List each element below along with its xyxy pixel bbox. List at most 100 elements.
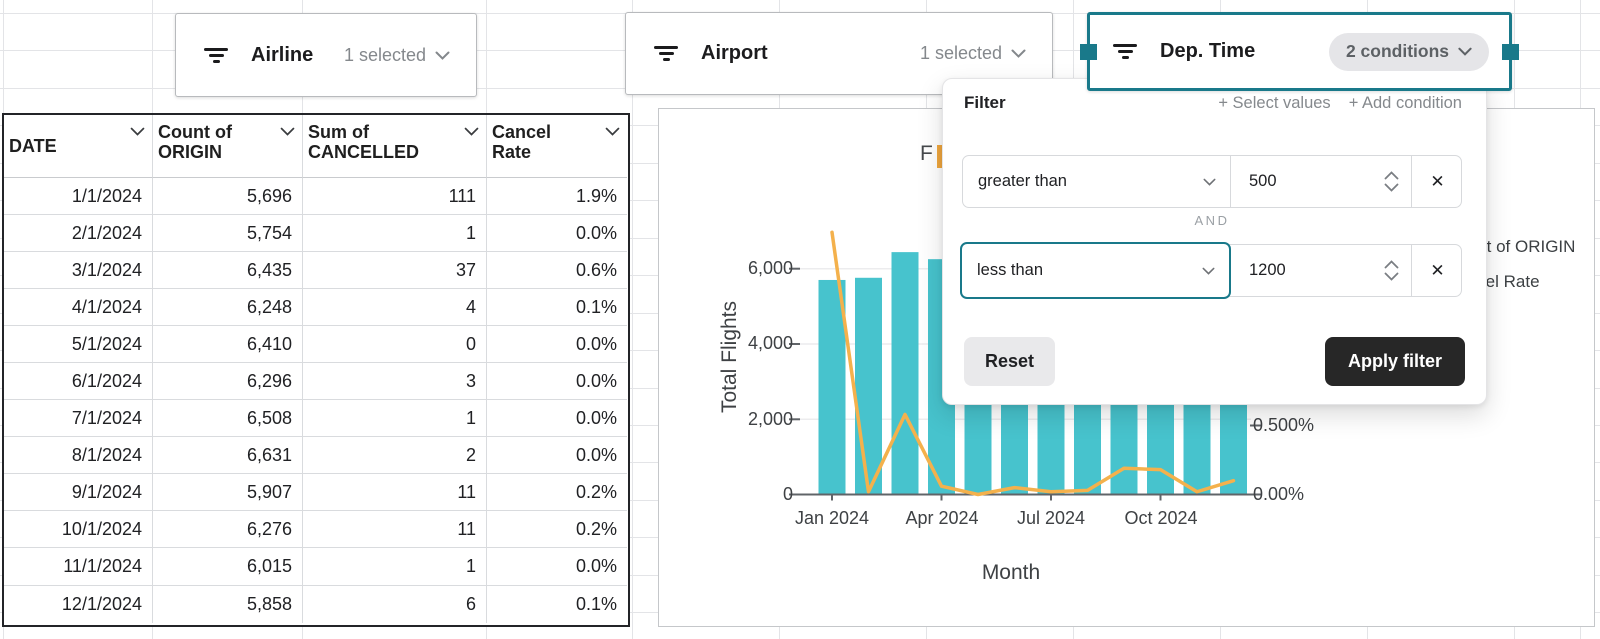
table-cell[interactable]: 0.0%: [487, 437, 627, 475]
table-cell[interactable]: 4/1/2024: [4, 289, 153, 327]
conditions-pill-dropdown[interactable]: 2 conditions: [1328, 32, 1489, 71]
slicer-label: Airport: [701, 42, 768, 64]
table-cell[interactable]: 0: [303, 326, 487, 364]
stepper-down-icon[interactable]: [1384, 183, 1399, 192]
bar-total-flights[interactable]: [855, 277, 882, 495]
add-condition-link[interactable]: + Add condition: [1348, 94, 1462, 112]
table-cell[interactable]: 1.9%: [487, 178, 627, 216]
slicer-chip-dep-time[interactable]: Dep. Time 2 conditions: [1080, 12, 1519, 91]
table-cell[interactable]: 11: [303, 474, 487, 512]
table-cell[interactable]: 0.0%: [487, 326, 627, 364]
apply-filter-button[interactable]: Apply filter: [1324, 337, 1465, 386]
table-cell[interactable]: 0.2%: [487, 511, 627, 549]
y-tick-label: 2,000: [747, 409, 793, 429]
table-cell[interactable]: 5,754: [153, 215, 303, 253]
condition-value-input[interactable]: 1200: [1231, 245, 1412, 296]
chevron-down-icon: [1011, 49, 1026, 58]
filter-popup: Filter + Select values + Add condition g…: [942, 78, 1487, 405]
y-tick-label: 0: [782, 484, 793, 504]
condition-value-input[interactable]: 500: [1231, 156, 1412, 207]
table-cell[interactable]: 1: [303, 215, 487, 253]
slicer-status-dropdown[interactable]: 1 selected: [344, 45, 450, 66]
condition-value: 1200: [1249, 261, 1286, 279]
table-cell[interactable]: 1: [303, 400, 487, 438]
table-cell[interactable]: 0.0%: [487, 548, 627, 586]
table-cell[interactable]: 6,631: [153, 437, 303, 475]
bar-total-flights[interactable]: [891, 252, 919, 495]
table-cell[interactable]: 6,410: [153, 326, 303, 364]
table-cell[interactable]: 0.1%: [575, 593, 617, 614]
column-header[interactable]: Count of ORIGIN: [153, 115, 303, 178]
slicer-status-dropdown[interactable]: 1 selected: [920, 43, 1026, 64]
remove-condition-button[interactable]: ✕: [1430, 171, 1445, 191]
stepper-up-icon[interactable]: [1384, 260, 1399, 269]
select-values-link[interactable]: + Select values: [1218, 94, 1331, 112]
y-tick-label: 4,000: [747, 333, 793, 353]
column-dropdown-icon[interactable]: [280, 127, 295, 136]
pivot-table: DATE Count of ORIGIN Sum of CANCELLED Cance…: [2, 113, 630, 627]
table-cell[interactable]: 0.0%: [487, 363, 627, 401]
conjunction-label: AND: [1194, 213, 1230, 228]
slicer-chip-airline[interactable]: Airline 1 selected: [175, 13, 477, 97]
number-stepper[interactable]: [1384, 171, 1399, 192]
column-dropdown-icon[interactable]: [605, 127, 620, 136]
bar-total-flights[interactable]: [818, 279, 846, 495]
table-cell[interactable]: 11: [303, 511, 487, 549]
column-header[interactable]: DATE: [4, 115, 153, 178]
selection-handle-left[interactable]: [1080, 44, 1097, 60]
conditions-pill-text: 2 conditions: [1345, 41, 1449, 61]
table-cell[interactable]: 5,907: [153, 474, 303, 512]
condition-value: 500: [1249, 172, 1277, 190]
table-cell[interactable]: 37: [303, 252, 487, 290]
table-cell[interactable]: 0.1%: [487, 289, 627, 327]
operator-select-focused[interactable]: less than: [960, 242, 1231, 299]
condition-row-2: less than 1200 ✕: [960, 242, 1462, 299]
operator-select[interactable]: greater than: [963, 156, 1231, 207]
table-cell[interactable]: 6,015: [153, 548, 303, 586]
stepper-up-icon[interactable]: [1384, 171, 1399, 180]
table-cell[interactable]: 6: [303, 585, 487, 623]
table-cell[interactable]: 2: [303, 437, 487, 475]
table-cell[interactable]: 7/1/2024: [4, 400, 153, 438]
table-cell[interactable]: 0.6%: [487, 252, 627, 290]
table-cell[interactable]: 0.2%: [487, 474, 627, 512]
table-cell[interactable]: 9/1/2024: [4, 474, 153, 512]
table-cell[interactable]: 1: [303, 548, 487, 586]
table-cell[interactable]: 3/1/2024: [4, 252, 153, 290]
table-cell[interactable]: 5,858: [153, 585, 303, 623]
table-cell[interactable]: 0.0%: [487, 215, 627, 253]
slicer-status-text: 1 selected: [343, 44, 426, 65]
table-cell[interactable]: 1/1/2024: [4, 178, 153, 216]
column-header[interactable]: Sum of CANCELLED: [303, 115, 487, 178]
table-cell[interactable]: 12/1/2024: [4, 585, 153, 623]
table-cell[interactable]: 111: [303, 178, 487, 216]
table-cell[interactable]: 6/1/2024: [4, 363, 153, 401]
stepper-down-icon[interactable]: [1384, 272, 1399, 281]
reset-button[interactable]: Reset: [964, 337, 1056, 386]
table-cell[interactable]: 4: [303, 289, 487, 327]
line-cancel-rate[interactable]: [830, 230, 1236, 497]
table-cell[interactable]: 5/1/2024: [4, 326, 153, 364]
x-axis-title: Month: [981, 561, 1041, 584]
filter-funnel-icon: [1113, 44, 1137, 59]
table-cell[interactable]: 0.0%: [487, 400, 627, 438]
number-stepper[interactable]: [1384, 260, 1399, 281]
table-cell[interactable]: 6,276: [153, 511, 303, 549]
table-cell[interactable]: 11/1/2024: [4, 548, 153, 586]
table-cell[interactable]: 3: [303, 363, 487, 401]
table-cell[interactable]: 6,248: [153, 289, 303, 327]
slicer-status-text: 1 selected: [919, 43, 1002, 63]
filter-popup-title: Filter: [964, 93, 1006, 112]
table-cell[interactable]: 6,508: [153, 400, 303, 438]
column-header[interactable]: Cancel Rate: [487, 115, 627, 178]
column-dropdown-icon[interactable]: [464, 127, 479, 136]
remove-condition-button[interactable]: ✕: [1430, 260, 1445, 280]
table-cell[interactable]: 8/1/2024: [4, 437, 153, 475]
table-cell[interactable]: 6,296: [153, 363, 303, 401]
table-cell[interactable]: 5,696: [153, 178, 303, 216]
table-cell[interactable]: 2/1/2024: [4, 215, 153, 253]
table-cell[interactable]: 6,435: [153, 252, 303, 290]
column-dropdown-icon[interactable]: [130, 127, 145, 136]
table-cell[interactable]: 10/1/2024: [4, 511, 153, 549]
selection-handle-right[interactable]: [1502, 44, 1519, 60]
